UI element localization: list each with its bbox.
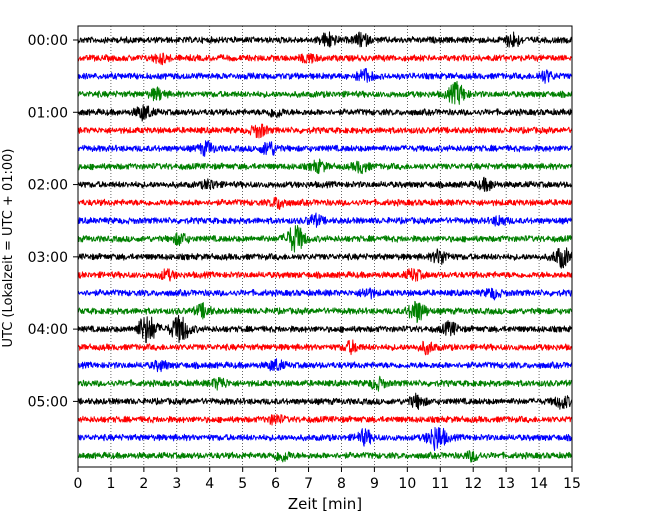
trace-0315 <box>77 267 573 282</box>
trace-0045 <box>77 80 573 105</box>
trace-0145 <box>77 158 573 175</box>
trace-0130 <box>77 140 573 157</box>
trace-0430 <box>77 358 573 373</box>
trace-0330 <box>77 287 573 301</box>
x-tick-label: 5 <box>238 476 247 492</box>
trace-0345 <box>77 300 573 324</box>
trace-0400 <box>77 314 573 344</box>
trace-0000 <box>77 31 573 48</box>
y-tick-label: 03:00 <box>28 250 68 266</box>
x-tick-label: 10 <box>398 476 416 492</box>
trace-0015 <box>77 52 573 66</box>
trace-0215 <box>77 196 573 210</box>
x-tick-label: 1 <box>106 476 115 492</box>
y-axis-ticks: 00:00 01:00 02:00 03:00 04:00 05:00 <box>28 33 78 410</box>
plot-frame <box>77 25 573 468</box>
trace-group <box>77 31 573 463</box>
y-tick-label: 05:00 <box>28 394 68 410</box>
x-tick-label: 14 <box>530 476 548 492</box>
y-axis-label: UTC (Lokalzeit = UTC + 01:00) <box>1 149 16 348</box>
x-tick-label: 4 <box>205 476 214 492</box>
trace-0245 <box>77 224 573 253</box>
x-axis-label: Zeit [min] <box>288 495 362 513</box>
trace-0115 <box>77 123 573 139</box>
x-tick-label: 0 <box>74 476 83 492</box>
y-tick-label: 04:00 <box>28 322 68 338</box>
trace-0500 <box>77 392 573 410</box>
trace-0445 <box>77 375 573 392</box>
x-tick-label: 11 <box>431 476 449 492</box>
x-axis-ticks: 0 1 2 3 4 5 6 7 8 9 10 11 12 13 14 15 <box>74 467 581 492</box>
x-tick-label: 12 <box>464 476 482 492</box>
y-tick-label: 02:00 <box>28 178 68 194</box>
x-tick-label: 2 <box>139 476 148 492</box>
trace-0515 <box>77 413 573 426</box>
x-tick-label: 7 <box>304 476 313 492</box>
trace-0415 <box>77 339 573 356</box>
x-tick-label: 9 <box>370 476 379 492</box>
trace-0200 <box>77 176 573 192</box>
x-tick-label: 13 <box>497 476 515 492</box>
x-tick-label: 8 <box>337 476 346 492</box>
y-tick-label: 00:00 <box>28 33 68 49</box>
trace-0545 <box>77 450 573 463</box>
trace-0100 <box>77 104 573 122</box>
y-tick-label: 01:00 <box>28 105 68 121</box>
x-tick-label: 15 <box>563 476 581 492</box>
x-tick-label: 3 <box>172 476 181 492</box>
trace-0030 <box>77 67 573 84</box>
trace-0530 <box>77 427 573 452</box>
trace-0300 <box>77 247 573 269</box>
x-tick-label: 6 <box>271 476 280 492</box>
trace-0230 <box>77 212 573 228</box>
